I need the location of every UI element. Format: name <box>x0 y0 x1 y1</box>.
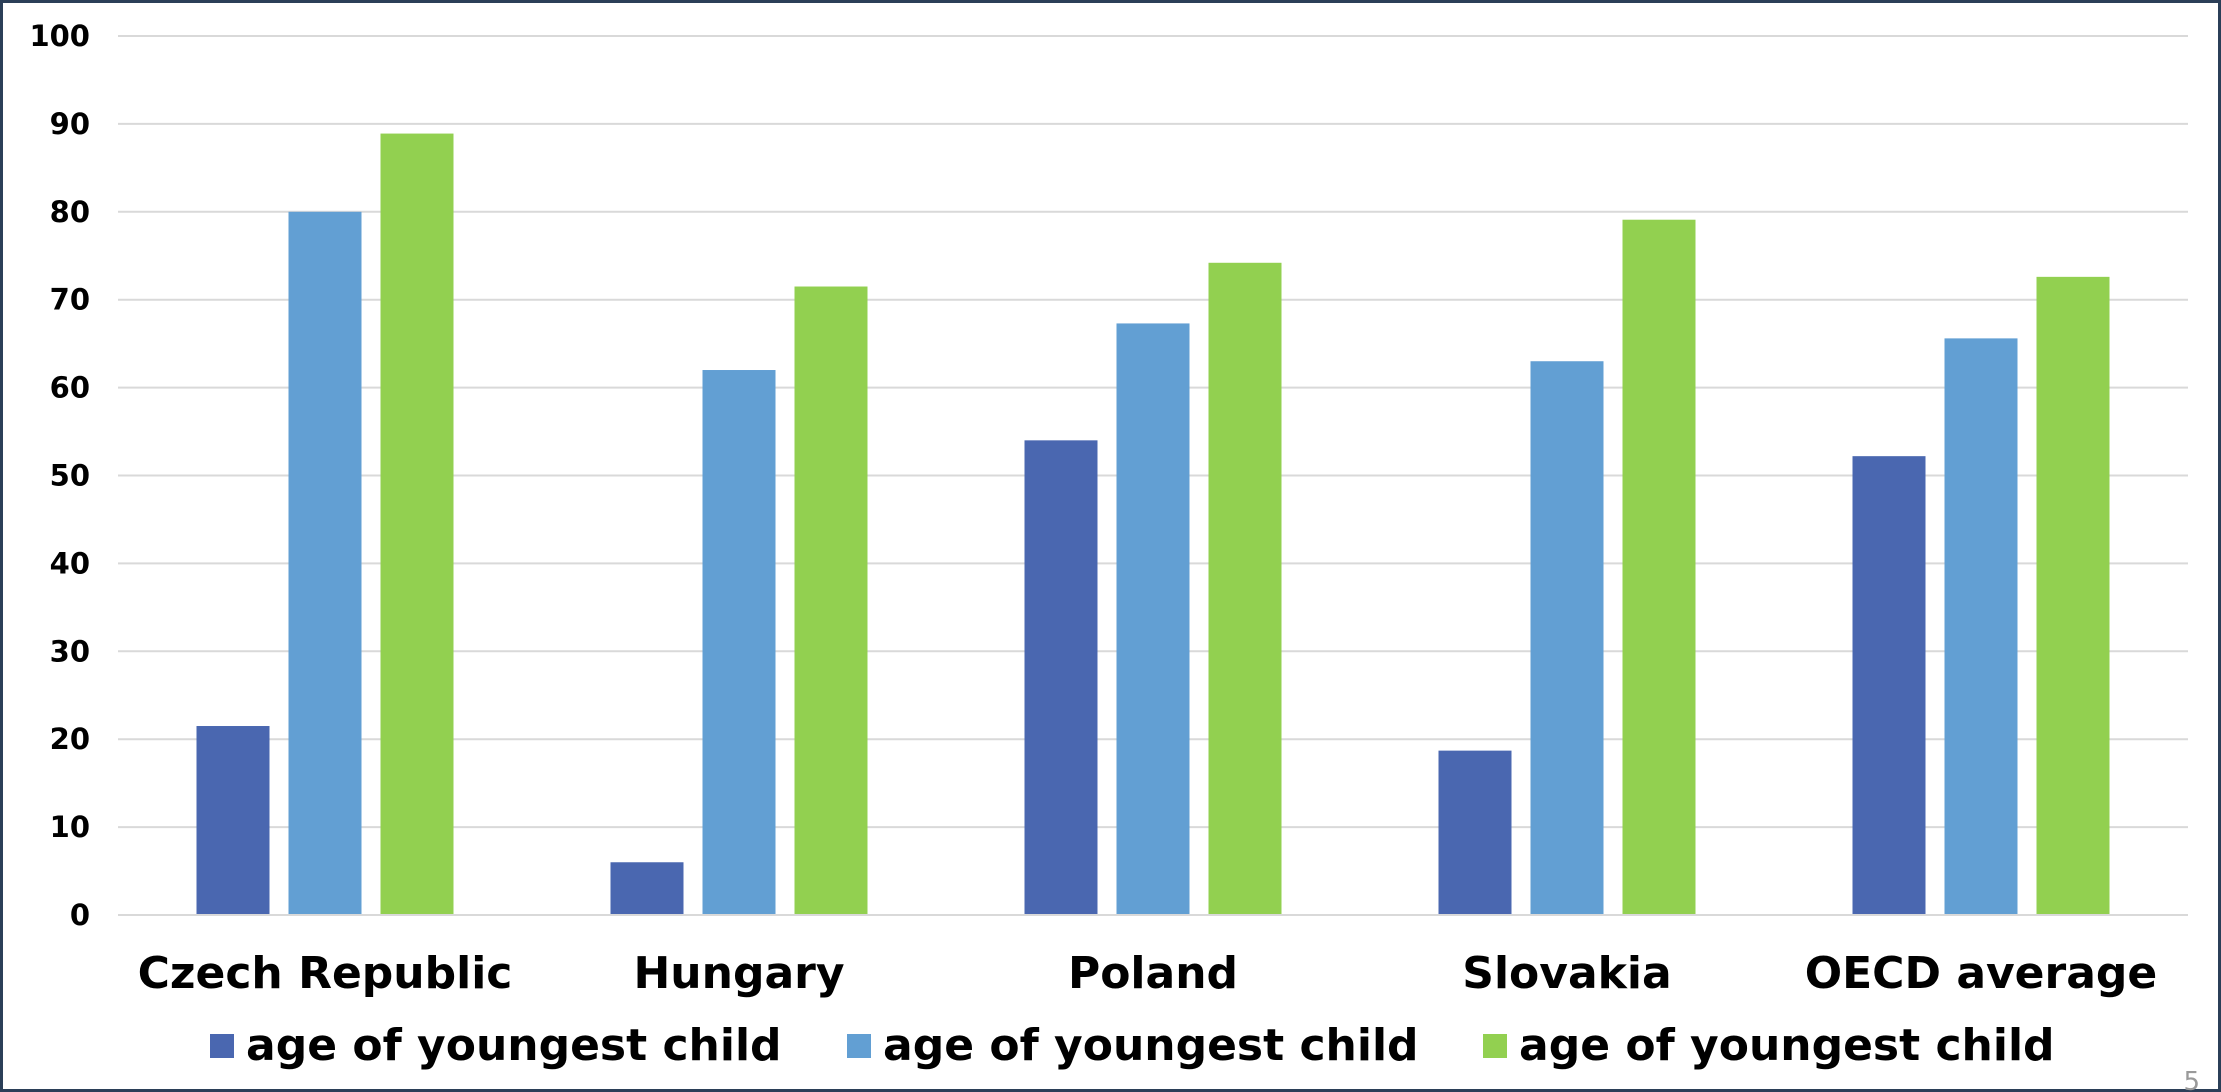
bar-czech-republic-series-2 <box>288 211 362 916</box>
y-tick-label: 50 <box>50 459 90 493</box>
y-tick-label: 0 <box>70 898 90 932</box>
bar-hungary-series-3 <box>794 286 868 915</box>
legend: age of youngest child age of youngest chi… <box>210 1020 2055 1071</box>
y-tick-label: 10 <box>50 810 90 844</box>
x-tick-label: Poland <box>1068 948 1238 999</box>
page-number: 5 <box>2183 1067 2200 1092</box>
legend-label: age of youngest child <box>883 1020 1419 1071</box>
bar-poland-series-2 <box>1116 323 1190 916</box>
x-axis: Czech Republic Hungary Poland Slovakia OECD … <box>118 914 2188 999</box>
bar-oecd-average-series-2 <box>1944 338 2018 916</box>
legend-swatch <box>210 1034 234 1058</box>
legend-label: age of youngest child <box>246 1020 782 1071</box>
bar-czech-republic-series-3 <box>380 133 454 916</box>
bar-slovakia-series-3 <box>1622 219 1696 915</box>
x-tick-label: OECD average <box>1805 948 2158 999</box>
legend-swatch <box>847 1034 871 1058</box>
bar-oecd-average-series-1 <box>1852 456 1926 915</box>
y-tick-label: 20 <box>50 722 90 756</box>
y-tick-label: 90 <box>50 107 90 141</box>
legend-label: age of youngest child <box>1519 1020 2055 1071</box>
legend-swatch <box>1483 1034 1507 1058</box>
bar-slovakia-series-2 <box>1530 361 1604 916</box>
bar-czech-republic-series-1 <box>196 726 270 915</box>
y-tick-label: 30 <box>50 634 90 668</box>
bar-hungary-series-1 <box>610 862 684 915</box>
x-tick-label: Slovakia <box>1462 948 1671 999</box>
bars <box>196 133 2110 916</box>
y-tick-label: 80 <box>50 195 90 229</box>
bar-poland-series-3 <box>1208 262 1282 916</box>
x-tick-label: Czech Republic <box>138 948 513 999</box>
bar-poland-series-1 <box>1024 440 1098 915</box>
bar-oecd-average-series-3 <box>2036 276 2110 915</box>
y-tick-label: 60 <box>50 371 90 405</box>
x-tick-label: Hungary <box>633 948 844 999</box>
y-tick-label: 40 <box>50 546 90 580</box>
bar-slovakia-series-1 <box>1438 750 1512 915</box>
y-tick-label: 70 <box>50 283 90 317</box>
bar-hungary-series-2 <box>702 370 776 915</box>
y-tick-label: 100 <box>29 19 90 53</box>
y-axis: 0 10 20 30 40 50 60 70 80 90 100 <box>29 19 90 932</box>
